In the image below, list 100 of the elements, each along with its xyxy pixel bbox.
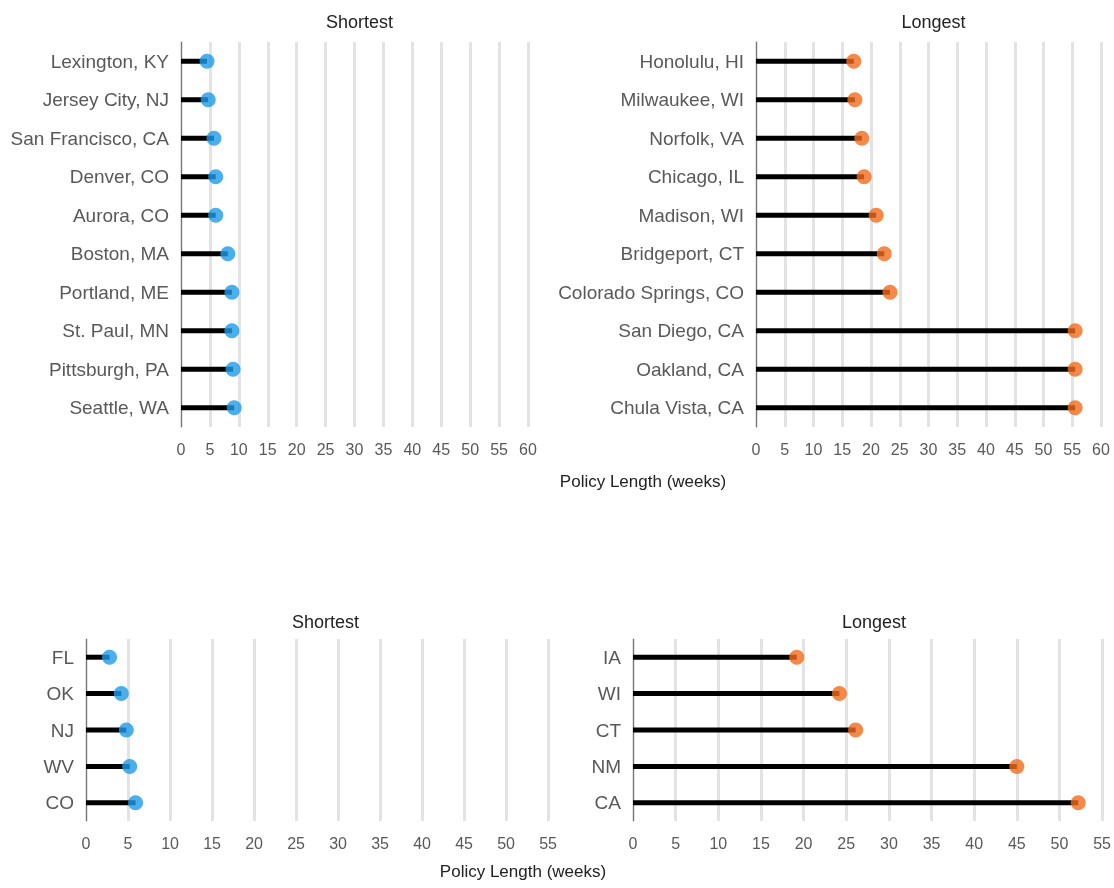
x-tick-label: 0 — [628, 834, 638, 852]
y-tick-label: Chicago, IL — [647, 166, 744, 188]
x-tick-label: 60 — [519, 440, 537, 458]
y-tick-label: San Francisco, CA — [10, 127, 170, 149]
x-tick-label: 15 — [833, 440, 852, 458]
point — [225, 361, 241, 377]
point — [1067, 400, 1083, 416]
x-tick-label: 45 — [1007, 834, 1026, 852]
point — [224, 284, 240, 300]
x-tick-label: 45 — [432, 440, 451, 458]
x-tick-label: 5 — [671, 834, 681, 852]
point — [206, 130, 222, 146]
y-tick-label: Jersey City, NJ — [42, 89, 169, 111]
x-tick-label: 55 — [1093, 834, 1112, 852]
x-tick-label: 0 — [176, 440, 186, 458]
y-tick-label: Portland, ME — [59, 281, 169, 303]
y-tick-label: Seattle, WA — [69, 397, 170, 419]
x-tick-label: 50 — [461, 440, 480, 458]
point — [868, 207, 884, 223]
chart-title: Shortest — [291, 612, 360, 632]
chart-title: Longest — [901, 12, 966, 32]
point — [789, 649, 805, 665]
point — [1067, 323, 1083, 339]
point — [199, 53, 215, 69]
x-tick-label: 50 — [497, 834, 516, 852]
y-tick-label: Denver, CO — [69, 166, 169, 188]
x-tick-label: 20 — [794, 834, 813, 852]
x-tick-label: 25 — [316, 440, 335, 458]
x-tick-label: 35 — [371, 834, 390, 852]
point — [1070, 795, 1086, 811]
point — [847, 92, 863, 108]
y-tick-label: CT — [595, 719, 622, 741]
point — [1067, 361, 1083, 377]
point — [856, 169, 872, 185]
point — [200, 92, 216, 108]
x-tick-label: 25 — [890, 440, 909, 458]
y-tick-label: CO — [45, 792, 74, 814]
x-tick-label: 15 — [203, 834, 222, 852]
point — [128, 795, 144, 811]
x-tick-label: 5 — [780, 440, 790, 458]
y-tick-label: WI — [597, 683, 621, 705]
x-tick-label: 40 — [965, 834, 984, 852]
y-tick-label: NM — [591, 755, 621, 777]
x-tick-label: 10 — [709, 834, 728, 852]
point — [831, 686, 847, 702]
x-tick-label: 35 — [374, 440, 393, 458]
y-tick-label: San Diego, CA — [618, 320, 745, 342]
x-tick-label: 40 — [413, 834, 432, 852]
x-tick-label: 5 — [123, 834, 133, 852]
point — [1009, 758, 1025, 774]
x-tick-label: 15 — [752, 834, 770, 852]
point — [118, 722, 134, 738]
y-tick-label: Norfolk, VA — [649, 127, 745, 149]
x-tick-label: 50 — [1050, 834, 1069, 852]
x-tick-label: 55 — [490, 440, 509, 458]
chart-title: Shortest — [325, 12, 394, 32]
y-tick-label: Pittsburgh, PA — [48, 358, 170, 380]
x-tick-label: 25 — [287, 834, 306, 852]
x-tick-label: 5 — [205, 440, 215, 458]
x-tick-label: 10 — [161, 834, 180, 852]
y-tick-label: Milwaukee, WI — [620, 89, 744, 111]
x-axis-title: Policy Length (weeks) — [559, 472, 727, 492]
x-tick-label: 25 — [837, 834, 856, 852]
point — [208, 169, 224, 185]
point — [224, 323, 240, 339]
point — [854, 130, 870, 146]
y-tick-label: St. Paul, MN — [62, 320, 169, 342]
point — [846, 53, 862, 69]
y-tick-label: Boston, MA — [70, 243, 170, 265]
x-tick-label: 15 — [258, 440, 277, 458]
y-tick-label: Chula Vista, CA — [610, 397, 745, 419]
y-tick-label: Madison, WI — [638, 204, 744, 226]
x-tick-label: 30 — [345, 440, 364, 458]
y-tick-label: NJ — [50, 719, 74, 741]
point — [102, 649, 118, 665]
x-tick-label: 50 — [1034, 440, 1053, 458]
x-tick-label: 30 — [919, 440, 938, 458]
x-tick-label: 35 — [948, 440, 967, 458]
x-tick-label: 10 — [229, 440, 248, 458]
x-tick-label: 40 — [977, 440, 995, 458]
x-tick-label: 10 — [804, 440, 823, 458]
y-tick-label: IA — [603, 646, 622, 668]
y-tick-label: OK — [46, 683, 75, 705]
x-tick-label: 20 — [245, 834, 264, 852]
point — [208, 207, 224, 223]
y-tick-label: Colorado Springs, CO — [558, 281, 744, 303]
y-tick-label: Honolulu, HI — [639, 50, 744, 72]
x-tick-label: 45 — [1005, 440, 1024, 458]
x-tick-label: 45 — [455, 834, 474, 852]
point — [848, 722, 864, 738]
y-tick-label: Lexington, KY — [50, 50, 170, 72]
point — [220, 246, 236, 262]
y-tick-label: FL — [51, 646, 74, 668]
y-tick-label: WV — [43, 755, 75, 777]
point — [876, 246, 892, 262]
x-tick-label: 60 — [1092, 440, 1110, 458]
point — [122, 758, 138, 774]
x-tick-label: 55 — [539, 834, 558, 852]
y-tick-label: Aurora, CO — [72, 204, 169, 226]
chart-title: Longest — [841, 612, 907, 632]
